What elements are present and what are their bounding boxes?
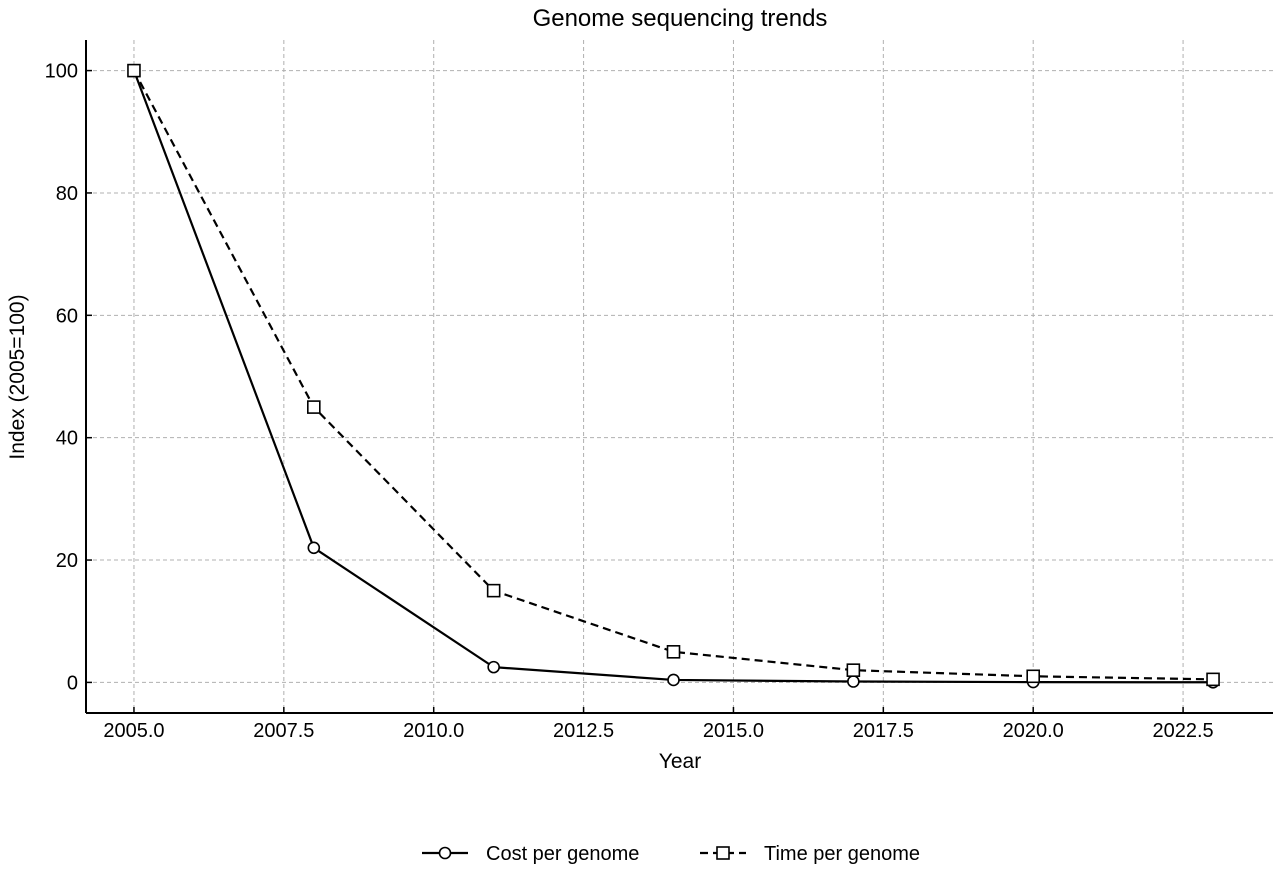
x-tick-label: 2022.5 [1152, 720, 1213, 742]
y-tick-label: 20 [56, 550, 78, 572]
x-tick-label: 2015.0 [703, 720, 764, 742]
chart-title: Genome sequencing trends [533, 5, 828, 32]
legend-marker-cost-per-genome [438, 846, 452, 860]
legend-label-time-per-genome: Time per genome [764, 843, 920, 865]
legend: Cost per genome Time per genome [422, 843, 920, 865]
y-axis-label: Index (2005=100) [6, 294, 29, 459]
series-line-cost-per-genome [132, 70, 1214, 684]
data-point-time-per-genome [1026, 669, 1041, 684]
legend-item-time-per-genome: Time per genome [700, 843, 920, 865]
y-tick-label: 0 [67, 672, 78, 694]
x-tick-label: 2012.5 [553, 720, 614, 742]
y-tick-label: 60 [56, 305, 78, 327]
data-point-time-per-genome [486, 583, 501, 598]
y-tick-label: 80 [56, 183, 78, 205]
legend-item-cost-per-genome: Cost per genome [422, 843, 639, 865]
tick-marks: 2005.0 2007.5 2010.0 2012.5 2015.0 2017.5 2020… [45, 61, 1214, 742]
x-tick-label: 2010.0 [403, 720, 464, 742]
data-point-time-per-genome [1206, 672, 1220, 687]
series-cost-per-genome [127, 64, 1220, 689]
data-point-time-per-genome [307, 400, 321, 414]
data-point-time-per-genome [666, 645, 681, 659]
legend-label-cost-per-genome: Cost per genome [486, 843, 639, 865]
y-tick-label: 40 [56, 428, 78, 450]
grid-lines [86, 40, 1273, 713]
x-tick-label: 2017.5 [853, 720, 914, 742]
data-point-time-per-genome [127, 63, 141, 78]
data-point-cost-per-genome [847, 675, 860, 688]
data-point-cost-per-genome [487, 660, 500, 674]
data-point-cost-per-genome [667, 673, 680, 687]
x-tick-label: 2005.0 [103, 720, 164, 742]
series-time-per-genome [127, 63, 1220, 687]
series-line-time-per-genome [132, 70, 1214, 681]
series-group [127, 63, 1220, 689]
x-tick-label: 2007.5 [253, 720, 314, 742]
legend-marker-time-per-genome [716, 846, 730, 860]
x-axis-label: Year [659, 750, 701, 773]
data-point-time-per-genome [846, 663, 861, 677]
x-tick-label: 2020.0 [1003, 720, 1064, 742]
axes [85, 40, 1273, 714]
y-tick-label: 100 [45, 61, 78, 83]
data-point-cost-per-genome [307, 541, 321, 555]
